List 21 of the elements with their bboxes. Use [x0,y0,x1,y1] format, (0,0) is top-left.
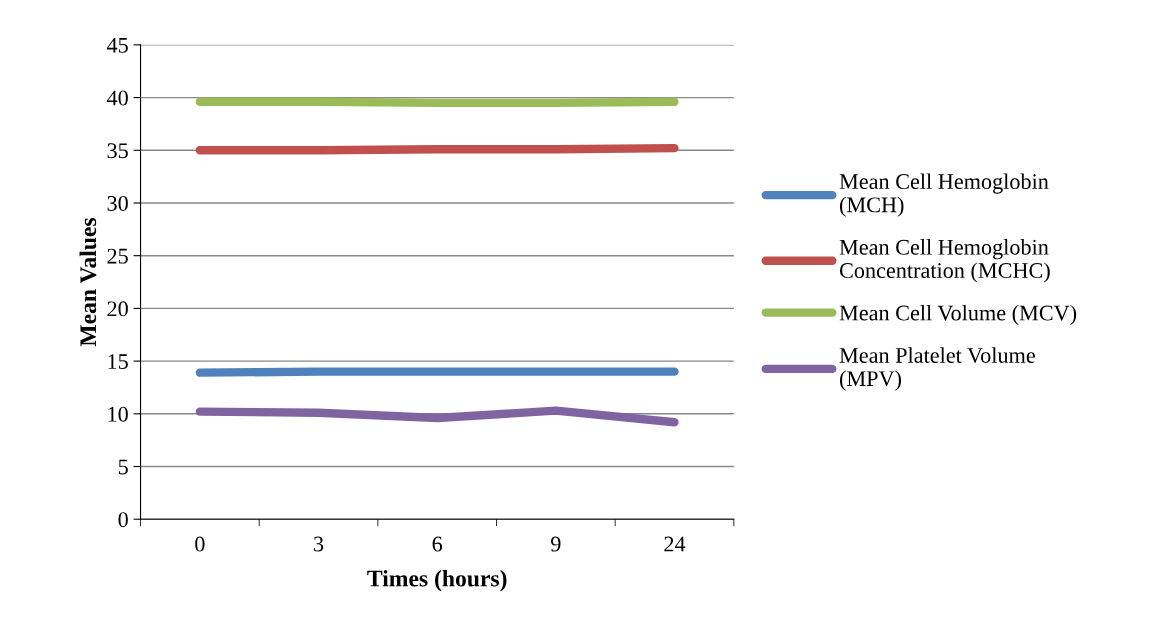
y-tick-label: 5 [118,459,128,475]
y-tick-label: 10 [108,406,128,422]
legend-label: Mean Platelet Volume (MPV) [839,347,1035,391]
legend-label: Mean Cell Hemoglobin Concentration (MCHC) [839,239,1050,283]
y-tick-label: 20 [107,301,128,317]
y-tick-label: 40 [106,90,128,106]
y-tick-label: 30 [107,195,128,211]
x-tick-label: 0 [195,536,205,552]
y-tick-label: 25 [107,248,128,264]
y-axis-title: Mean Values [79,217,97,347]
x-tick-label: 3 [314,536,324,552]
x-tick-label: 24 [664,536,686,552]
y-tick-label: 0 [118,512,128,528]
legend-label: Mean Cell Hemoglobin (MCH) [839,173,1049,217]
y-tick-label: 45 [106,37,128,53]
y-tick-label: 15 [108,354,128,370]
x-tick-label: 9 [551,536,561,552]
x-tick-label: 6 [432,536,443,552]
y-tick-label: 35 [107,143,128,159]
legend-label: Mean Cell Volume (MCV) [839,304,1077,326]
x-axis-title: Times (hours) [367,569,507,592]
